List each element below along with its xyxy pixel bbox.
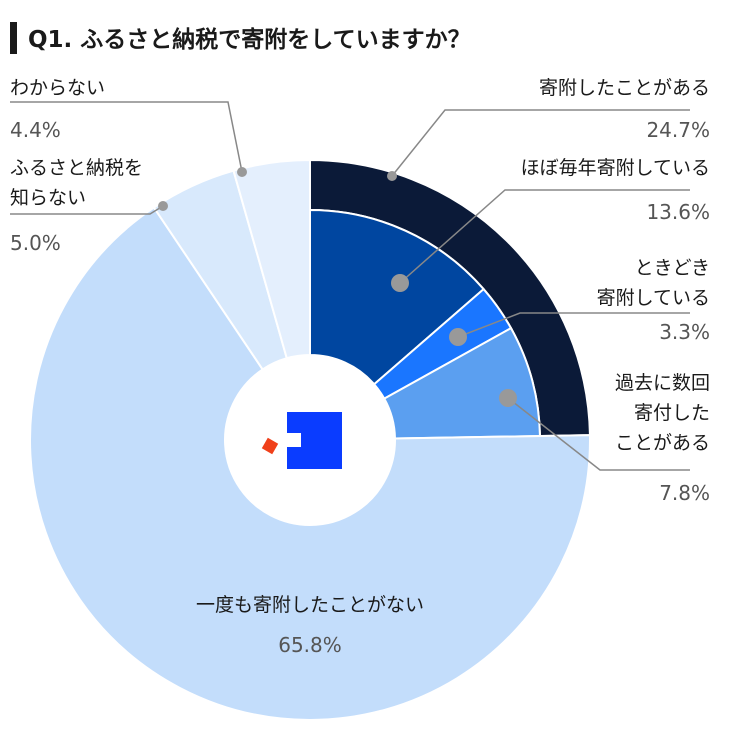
leader [507,397,690,471]
value-label: 24.7% [646,118,710,142]
leader [391,109,690,177]
slice-label: 寄附したことがある [538,77,710,99]
slice-label: 一度も寄附したことがない [195,594,424,616]
value-label: 4.4% [10,118,61,142]
slice-label: わからない [10,77,106,99]
leader [399,189,690,284]
dot [449,328,467,346]
leader [10,101,243,173]
slice-label: 過去に数回 寄付した ことがある [614,372,710,454]
logo-diamond [261,437,279,455]
dots [158,167,517,407]
dot [391,274,409,292]
slice-label: ときどき 寄附している [596,257,710,309]
dot [237,167,247,177]
leader [457,312,690,338]
chart-title: Q1. ふるさと納税で寄附をしていますか？ [28,27,471,53]
value-label: 65.8% [278,633,342,657]
slice-label: ほぼ毎年寄附している [520,157,710,179]
dot [387,171,397,181]
title-bar [10,22,17,54]
dot [158,201,168,211]
leaders [10,101,690,471]
slice-label: ふるさと納税を 知らない [10,157,144,209]
logo-notch [287,433,301,447]
logo [261,412,342,469]
leader [10,205,164,215]
value-label: 3.3% [659,320,710,344]
value-label: 5.0% [10,231,61,255]
dot [499,389,517,407]
value-label: 13.6% [646,200,710,224]
value-label: 7.8% [659,481,710,505]
